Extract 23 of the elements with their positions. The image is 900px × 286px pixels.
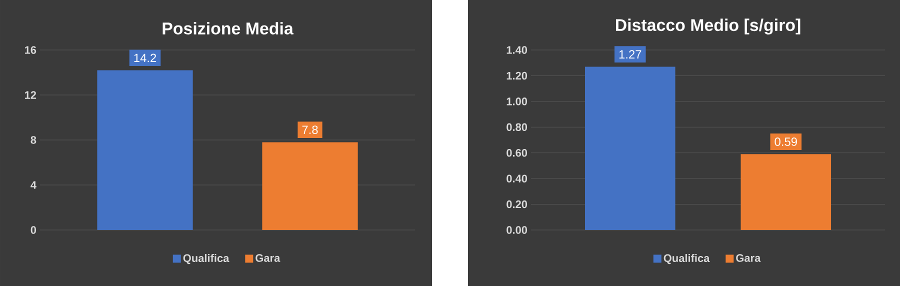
data-label: 1.27: [619, 50, 642, 59]
data-label: 0.59: [774, 137, 797, 146]
y-tick-label: 12: [24, 91, 36, 99]
y-tick-label: 16: [24, 46, 36, 54]
data-label: 14.2: [134, 54, 156, 62]
legend-label: Qualifica: [664, 254, 710, 264]
y-tick-label: 0.20: [506, 200, 528, 208]
legend-label: Gara: [736, 254, 761, 262]
y-tick-label: 0.60: [506, 148, 528, 157]
y-tick-label: 4: [30, 181, 36, 189]
y-tick-label: 0.80: [506, 123, 528, 132]
y-tick-label: 1.20: [506, 72, 528, 80]
data-label: 7.8: [302, 126, 318, 134]
legend-label: Gara: [256, 254, 280, 262]
y-tick-label: 8: [30, 136, 36, 144]
y-tick-label: 0.00: [506, 226, 528, 234]
chart-title: Posizione Media: [162, 22, 294, 35]
legend-label: Qualifica: [183, 254, 230, 264]
chart-title: Distacco Medio [s/giro]: [616, 18, 800, 35]
y-tick-label: 1.40: [506, 46, 528, 54]
y-tick-label: 0: [30, 226, 36, 234]
y-tick-label: 0.40: [506, 174, 528, 182]
y-tick-label: 1.00: [506, 98, 528, 106]
